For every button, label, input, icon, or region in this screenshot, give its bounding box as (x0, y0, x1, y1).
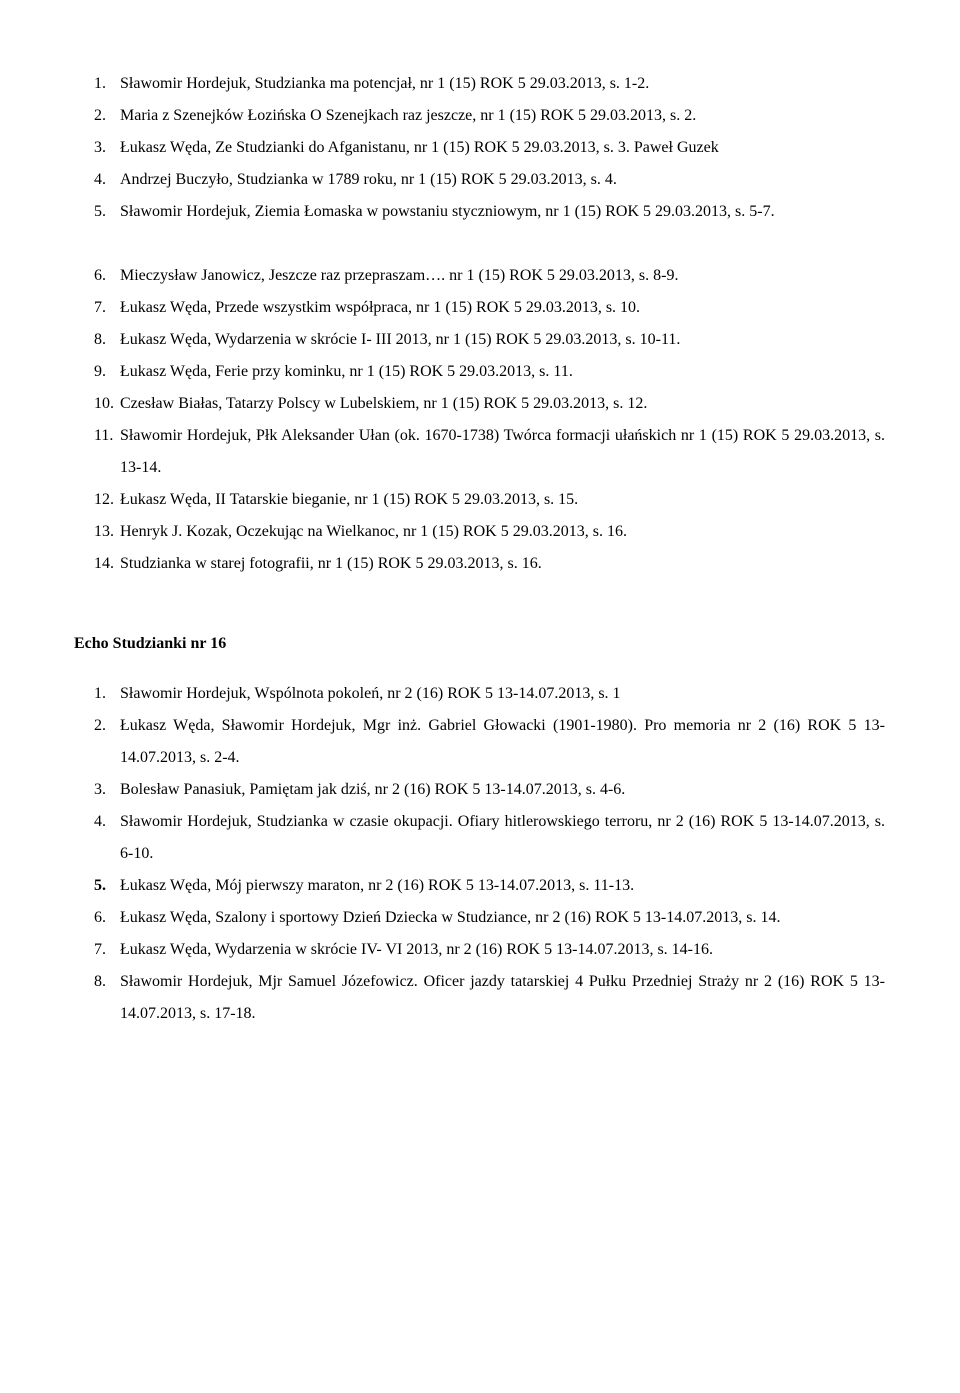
entry-text: Łukasz Węda, Sławomir Hordejuk, Mgr inż.… (120, 710, 885, 774)
entry-number: 1. (94, 678, 120, 710)
entry-text: Sławomir Hordejuk, Wspólnota pokoleń, nr… (120, 678, 885, 710)
entry-text: Łukasz Węda, Ferie przy kominku, nr 1 (1… (120, 356, 885, 388)
entry-number: 10. (94, 388, 120, 420)
bibliography-entry: 3.Łukasz Węda, Ze Studzianki do Afganist… (94, 132, 885, 164)
entry-number: 8. (94, 966, 120, 1030)
entry-text: Sławomir Hordejuk, Studzianka ma potencj… (120, 68, 885, 100)
bibliography-entry: 4.Andrzej Buczyło, Studzianka w 1789 rok… (94, 164, 885, 196)
entry-number: 1. (94, 68, 120, 100)
entry-number: 5. (94, 870, 120, 902)
entry-text: Łukasz Węda, Przede wszystkim współpraca… (120, 292, 885, 324)
bibliography-entry: 11.Sławomir Hordejuk, Płk Aleksander Uła… (94, 420, 885, 484)
entry-text: Bolesław Panasiuk, Pamiętam jak dziś, nr… (120, 774, 885, 806)
entry-number: 5. (94, 196, 120, 228)
entry-text: Łukasz Węda, Mój pierwszy maraton, nr 2 … (120, 870, 885, 902)
entry-text: Henryk J. Kozak, Oczekując na Wielkanoc,… (120, 516, 885, 548)
entry-number: 8. (94, 324, 120, 356)
entry-number: 9. (94, 356, 120, 388)
entry-number: 4. (94, 164, 120, 196)
section-2-list: 1.Sławomir Hordejuk, Wspólnota pokoleń, … (94, 678, 885, 1030)
bibliography-entry: 9.Łukasz Węda, Ferie przy kominku, nr 1 … (94, 356, 885, 388)
bibliography-entry: 7.Łukasz Węda, Wydarzenia w skrócie IV- … (94, 934, 885, 966)
bibliography-entry: 6.Mieczysław Janowicz, Jeszcze raz przep… (94, 260, 885, 292)
entry-number: 6. (94, 260, 120, 292)
entry-text: Mieczysław Janowicz, Jeszcze raz przepra… (120, 260, 885, 292)
bibliography-entry: 4.Sławomir Hordejuk, Studzianka w czasie… (94, 806, 885, 870)
bibliography-entry: 2.Łukasz Węda, Sławomir Hordejuk, Mgr in… (94, 710, 885, 774)
entry-text: Sławomir Hordejuk, Mjr Samuel Józefowicz… (120, 966, 885, 1030)
entry-number: 3. (94, 132, 120, 164)
entry-number: 6. (94, 902, 120, 934)
bibliography-entry: 5.Łukasz Węda, Mój pierwszy maraton, nr … (94, 870, 885, 902)
blank-line (94, 228, 885, 260)
entry-number: 11. (94, 420, 120, 484)
bibliography-entry: 7.Łukasz Węda, Przede wszystkim współpra… (94, 292, 885, 324)
entry-text: Łukasz Węda, Szalony i sportowy Dzień Dz… (120, 902, 885, 934)
entry-text: Maria z Szenejków Łozińska O Szenejkach … (120, 100, 885, 132)
entry-text: Łukasz Węda, II Tatarskie bieganie, nr 1… (120, 484, 885, 516)
entry-number: 7. (94, 934, 120, 966)
section-1-list: 1.Sławomir Hordejuk, Studzianka ma poten… (94, 68, 885, 580)
bibliography-entry: 8.Łukasz Węda, Wydarzenia w skrócie I- I… (94, 324, 885, 356)
section-heading-echo-16: Echo Studzianki nr 16 (74, 628, 885, 660)
bibliography-entry: 5.Sławomir Hordejuk, Ziemia Łomaska w po… (94, 196, 885, 228)
bibliography-entry: 3.Bolesław Panasiuk, Pamiętam jak dziś, … (94, 774, 885, 806)
entry-text: Łukasz Węda, Wydarzenia w skrócie IV- VI… (120, 934, 885, 966)
entry-text: Sławomir Hordejuk, Ziemia Łomaska w pows… (120, 196, 885, 228)
entry-text: Łukasz Węda, Ze Studzianki do Afganistan… (120, 132, 885, 164)
bibliography-entry: 13.Henryk J. Kozak, Oczekując na Wielkan… (94, 516, 885, 548)
bibliography-entry: 1.Sławomir Hordejuk, Wspólnota pokoleń, … (94, 678, 885, 710)
entry-number: 7. (94, 292, 120, 324)
bibliography-entry: 8.Sławomir Hordejuk, Mjr Samuel Józefowi… (94, 966, 885, 1030)
entry-number: 4. (94, 806, 120, 870)
entry-text: Studzianka w starej fotografii, nr 1 (15… (120, 548, 885, 580)
bibliography-entry: 14.Studzianka w starej fotografii, nr 1 … (94, 548, 885, 580)
entry-number: 14. (94, 548, 120, 580)
entry-text: Czesław Białas, Tatarzy Polscy w Lubelsk… (120, 388, 885, 420)
entry-number: 13. (94, 516, 120, 548)
entry-number: 12. (94, 484, 120, 516)
bibliography-entry: 10.Czesław Białas, Tatarzy Polscy w Lube… (94, 388, 885, 420)
bibliography-entry: 6.Łukasz Węda, Szalony i sportowy Dzień … (94, 902, 885, 934)
entry-number: 2. (94, 710, 120, 774)
bibliography-entry: 2.Maria z Szenejków Łozińska O Szenejkac… (94, 100, 885, 132)
entry-number: 3. (94, 774, 120, 806)
entry-text: Andrzej Buczyło, Studzianka w 1789 roku,… (120, 164, 885, 196)
entry-number: 2. (94, 100, 120, 132)
entry-text: Sławomir Hordejuk, Studzianka w czasie o… (120, 806, 885, 870)
entry-text: Łukasz Węda, Wydarzenia w skrócie I- III… (120, 324, 885, 356)
bibliography-entry: 1.Sławomir Hordejuk, Studzianka ma poten… (94, 68, 885, 100)
entry-text: Sławomir Hordejuk, Płk Aleksander Ułan (… (120, 420, 885, 484)
bibliography-entry: 12.Łukasz Węda, II Tatarskie bieganie, n… (94, 484, 885, 516)
